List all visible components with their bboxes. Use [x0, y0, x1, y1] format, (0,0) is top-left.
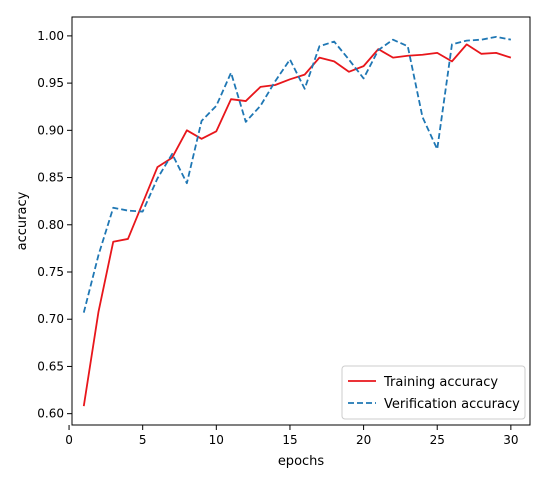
y-tick-label: 0.80	[37, 218, 64, 232]
legend-label-verification: Verification accuracy	[384, 397, 520, 412]
x-tick-label: 15	[282, 433, 297, 447]
y-tick-label: 0.60	[37, 407, 64, 421]
legend: Training accuracy Verification accuracy	[341, 365, 526, 420]
x-tick-label: 25	[430, 433, 445, 447]
y-tick-label: 0.65	[37, 359, 64, 373]
ticks-layer: 0 5 10 15 20 25 30 0.60 0.65 0.70 0.75 0.80 0.85 0.90…	[37, 29, 518, 447]
y-tick-label: 0.75	[37, 265, 64, 279]
x-axis-label: epochs	[278, 454, 325, 469]
series-line-verification	[82, 35, 512, 313]
plot-layer	[82, 35, 512, 407]
x-tick-label: 10	[209, 433, 224, 447]
x-tick-label: 5	[139, 433, 147, 447]
legend-label-training: Training accuracy	[383, 375, 498, 390]
y-tick-label: 0.70	[37, 312, 64, 326]
y-tick-label: 0.85	[37, 171, 64, 185]
y-tick-label: 0.90	[37, 123, 64, 137]
x-tick-label: 0	[65, 433, 73, 447]
x-tick-label: 20	[356, 433, 371, 447]
x-tick-label: 30	[503, 433, 518, 447]
y-axis-label: accuracy	[15, 191, 30, 250]
y-tick-label: 1.00	[37, 29, 64, 43]
legend-box	[341, 365, 526, 420]
plot-frame	[71, 16, 531, 426]
y-tick-label: 0.95	[37, 76, 64, 90]
series-line-training	[82, 43, 512, 407]
